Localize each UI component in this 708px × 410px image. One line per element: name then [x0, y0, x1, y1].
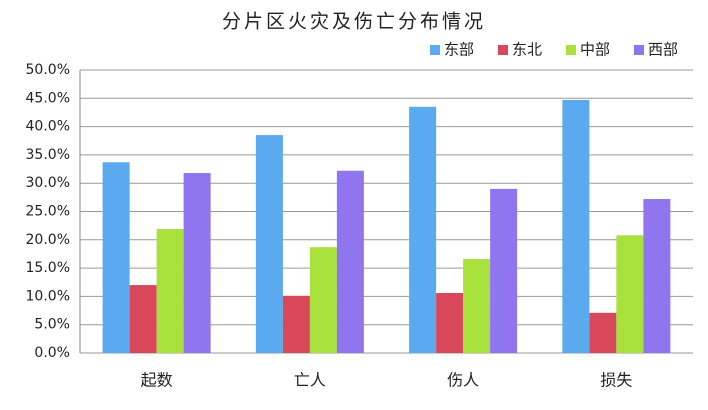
bar — [156, 229, 184, 353]
y-tick-label: 25.0% — [26, 204, 70, 220]
bar — [463, 259, 491, 353]
chart-title: 分片区火灾及伤亡分布情况 — [222, 11, 486, 33]
y-tick-label: 50.0% — [26, 62, 70, 78]
x-tick-label: 伤人 — [447, 371, 479, 390]
bar — [409, 106, 437, 353]
y-tick-label: 45.0% — [26, 90, 70, 106]
bar — [643, 199, 671, 353]
bar — [309, 247, 337, 353]
bar — [490, 188, 518, 353]
y-tick-label: 35.0% — [26, 147, 70, 163]
bar — [589, 312, 617, 353]
bar — [562, 99, 590, 353]
legend-label: 西部 — [648, 41, 678, 59]
legend-swatch — [566, 45, 576, 55]
legend-label: 中部 — [580, 41, 610, 59]
y-tick-label: 5.0% — [34, 317, 70, 333]
y-tick-label: 15.0% — [26, 260, 70, 276]
x-tick-label: 亡人 — [294, 371, 326, 390]
bar — [129, 285, 157, 353]
bar — [183, 173, 211, 353]
bar — [102, 162, 130, 353]
bar — [616, 235, 644, 353]
bar — [255, 135, 283, 353]
legend-swatch — [430, 45, 440, 55]
bar — [436, 293, 464, 353]
y-tick-label: 20.0% — [26, 232, 70, 248]
y-tick-label: 30.0% — [26, 175, 70, 191]
x-tick-label: 起数 — [141, 371, 173, 390]
bar — [336, 170, 364, 353]
legend-swatch — [634, 45, 644, 55]
x-tick-label: 损失 — [600, 371, 632, 390]
y-tick-label: 0.0% — [34, 345, 70, 361]
y-tick-label: 40.0% — [26, 119, 70, 135]
legend-label: 东北 — [512, 41, 542, 59]
legend-label: 东部 — [444, 41, 474, 59]
legend-swatch — [498, 45, 508, 55]
bar — [282, 295, 310, 353]
y-tick-label: 10.0% — [26, 288, 70, 304]
